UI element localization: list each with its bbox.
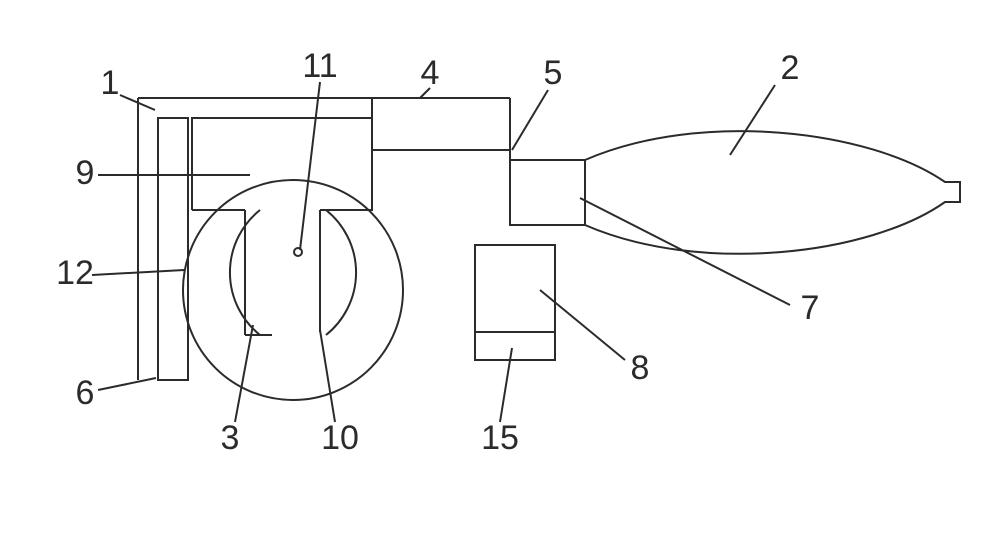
leader-line-4: [730, 85, 775, 155]
top-block: [192, 118, 372, 210]
arc-right: [326, 210, 356, 335]
label-1: 1: [101, 64, 120, 102]
big-circle: [183, 180, 403, 400]
leader-line-12: [235, 325, 253, 422]
diagram-stage: 11145291267815103: [0, 0, 1000, 539]
leader-line-9: [540, 290, 625, 360]
label-3: 3: [221, 419, 240, 457]
label-15: 15: [481, 419, 519, 457]
inner-plate: [158, 118, 188, 380]
handle: [585, 131, 960, 254]
leader-line-11: [320, 330, 335, 422]
right-stub: [510, 160, 585, 225]
label-6: 6: [76, 374, 95, 412]
label-11: 11: [302, 47, 337, 85]
label-4: 4: [421, 54, 440, 92]
label-10: 10: [321, 419, 359, 457]
hanger-box: [475, 245, 555, 360]
label-2: 2: [781, 49, 800, 87]
label-12: 12: [56, 254, 94, 292]
label-7: 7: [801, 289, 820, 327]
label-5: 5: [544, 54, 563, 92]
leader-line-3: [512, 90, 548, 150]
label-9: 9: [76, 154, 95, 192]
leader-line-8: [580, 198, 790, 305]
label-8: 8: [631, 349, 650, 387]
leader-line-1: [300, 82, 320, 250]
leader-line-7: [98, 378, 156, 390]
